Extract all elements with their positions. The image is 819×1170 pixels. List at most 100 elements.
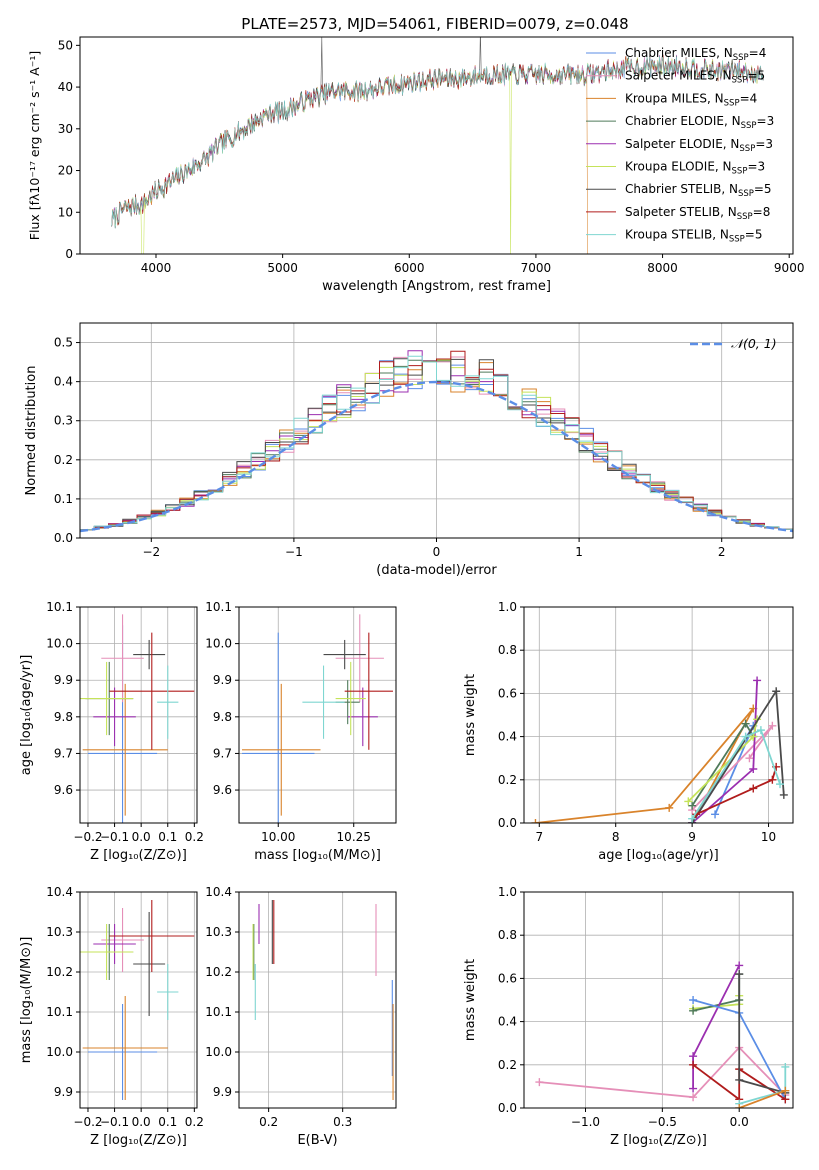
errorbar-chabrier_stelib [133,912,166,1016]
x-axis-label: E(B-V) [297,1133,337,1148]
y-tick-label: 9.8 [213,710,232,724]
weight-marker-kroupa_miles [665,803,674,812]
y-tick-label: 0.1 [54,492,73,506]
y-tick-label: 0.3 [54,414,73,428]
x-axis-label: (data-model)/error [376,563,497,578]
y-tick-label: 10.4 [205,885,232,899]
weight-line-salpeter_stelib [695,766,778,816]
x-tick-label: 9 [688,830,696,844]
x-tick-label: 8000 [647,261,678,275]
x-tick-label: 0.2 [259,1115,278,1129]
y-tick-label: 0.0 [498,1101,517,1115]
x-axis-label: wavelength [Angstrom, rest frame] [322,279,551,294]
errorbar-chabrier_miles [87,1004,158,1100]
weight-marker-chabrier_stelib [772,687,781,696]
weight-marker-kroupa_stelib [756,726,765,735]
legend-label-chabrier_miles: Chabrier MILES, NSSP=4 [625,46,766,63]
y-tick-label: 10.1 [46,600,73,614]
panel-residuals: −2 −1 0 1 2 0.0 0.1 0.2 0.3 0.4 0.5 (data-model)/er… [24,322,794,578]
axes-frame [523,891,794,1109]
errorbar-kroupa_elodie [80,924,134,980]
errorbar-salpeter_stelib [109,632,195,750]
x-tick-label: 7000 [521,261,552,275]
y-axis-label: Flux [fλ10⁻¹⁷ erg cm⁻² s⁻¹ A⁻¹] [27,51,42,240]
y-tick-label: 0.6 [498,971,517,985]
x-tick-label: 0.0 [132,1115,151,1129]
y-tick-label: 40 [58,80,73,94]
y-tick-label: 50 [58,38,73,52]
x-tick-label: 8 [612,830,620,844]
weight-marker-salpeter_miles [535,1078,544,1087]
legend-label-salpeter_elodie: Salpeter ELODIE, NSSP=3 [625,137,773,154]
x-tick-label: 0.2 [185,1115,204,1129]
y-tick-label: 30 [58,122,73,136]
weight-marker-chabrier_miles [689,996,698,1004]
axes-frame [238,606,397,824]
y-tick-label: 10.2 [46,965,73,979]
weight-marker-salpeter_elodie [749,765,758,773]
residuals-legend: 𝒩(0, 1) [690,336,777,351]
histogram-salpeter_stelib [80,350,793,531]
x-tick-label: 4000 [141,261,172,275]
axes-frame [79,36,794,255]
weight-line-salpeter_miles [539,1046,786,1099]
panel-mass_vs_Z: −0.2−0.1 0.0 0.1 0.2 9.9 10.0 10.1 10.2 10.3 10.4… [19,885,204,1148]
errorbar-chabrier_stelib [323,639,366,670]
plot-area [531,676,788,823]
x-axis-label: Z [log₁₀(Z/Z⊙)] [610,1133,707,1148]
y-tick-label: 10.1 [205,600,232,614]
y-axis-label: mass weight [463,959,478,1041]
y-tick-label: 9.9 [54,673,73,687]
y-tick-label: 1.0 [498,600,517,614]
weight-marker-salpeter_miles [745,754,754,763]
weight-marker-chabrier_miles [711,810,720,819]
weight-marker-kroupa_stelib [776,780,785,789]
panel-age_vs_mass: 10.00 10.25 9.6 9.7 9.8 9.9 10.0 10.1 mass [log₁… [205,600,397,863]
legend-label-kroupa_stelib: Kroupa STELIB, NSSP=5 [625,228,763,245]
axes-frame [523,606,794,824]
weight-line-kroupa_miles [738,1089,786,1108]
y-tick-label: 10.2 [205,965,232,979]
y-tick-label: 10.3 [205,925,232,939]
weight-line-kroupa_miles [535,707,755,823]
legend-label-salpeter_stelib: Salpeter STELIB, NSSP=8 [625,205,770,222]
x-tick-label: −0.2 [73,830,102,844]
x-tick-label: 0.2 [185,830,204,844]
y-axis-label: Normed distribution [24,366,39,496]
legend-label-kroupa_elodie: Kroupa ELODIE, NSSP=3 [625,160,765,177]
x-tick-label: −0.1 [100,830,129,844]
errorbar-salpeter_miles [335,614,384,703]
errorbar-salpeter_stelib [109,900,195,972]
weight-marker-salpeter_stelib [768,775,777,784]
plot-area [111,37,764,254]
weight-line-salpeter_stelib [692,1064,786,1102]
errorbar-salpeter_elodie [93,687,136,747]
legend-label-kroupa_miles: Kroupa MILES, NSSP=4 [625,91,757,108]
legend-label-chabrier_elodie: Chabrier ELODIE, NSSP=3 [625,114,774,131]
y-tick-label: 0.8 [498,928,517,942]
weight-line-kroupa_stelib [691,728,781,820]
errorbar-kroupa_miles [82,996,168,1100]
spectrum-line-kroupa_stelib [111,55,764,227]
errorbar-salpeter_elodie [93,924,136,964]
plot-area [80,614,195,823]
errorbar-chabrier_stelib [133,639,166,670]
plot-area [242,614,393,823]
histogram-kroupa_stelib [80,355,793,531]
x-axis-label: age [log₁₀(age/yr)] [598,848,719,863]
y-tick-label: 10.0 [46,1045,73,1059]
weight-marker-kroupa_stelib [741,732,750,741]
y-tick-label: 0 [65,247,73,261]
x-axis-label: Z [log₁₀(Z/Z⊙)] [90,1133,187,1148]
y-tick-label: 9.9 [213,673,232,687]
y-tick-label: 0.8 [498,643,517,657]
x-tick-label: −0.2 [73,1115,102,1129]
errorbar-salpeter_miles [101,908,144,972]
errorbar-kroupa_stelib [157,665,179,739]
x-tick-label: 6000 [394,261,425,275]
y-tick-label: 9.9 [213,1085,232,1099]
errorbar-kroupa_stelib [302,665,345,739]
axes-frame [238,891,397,1109]
y-tick-label: 0.2 [54,453,73,467]
x-tick-label: 0.0 [730,1115,749,1129]
